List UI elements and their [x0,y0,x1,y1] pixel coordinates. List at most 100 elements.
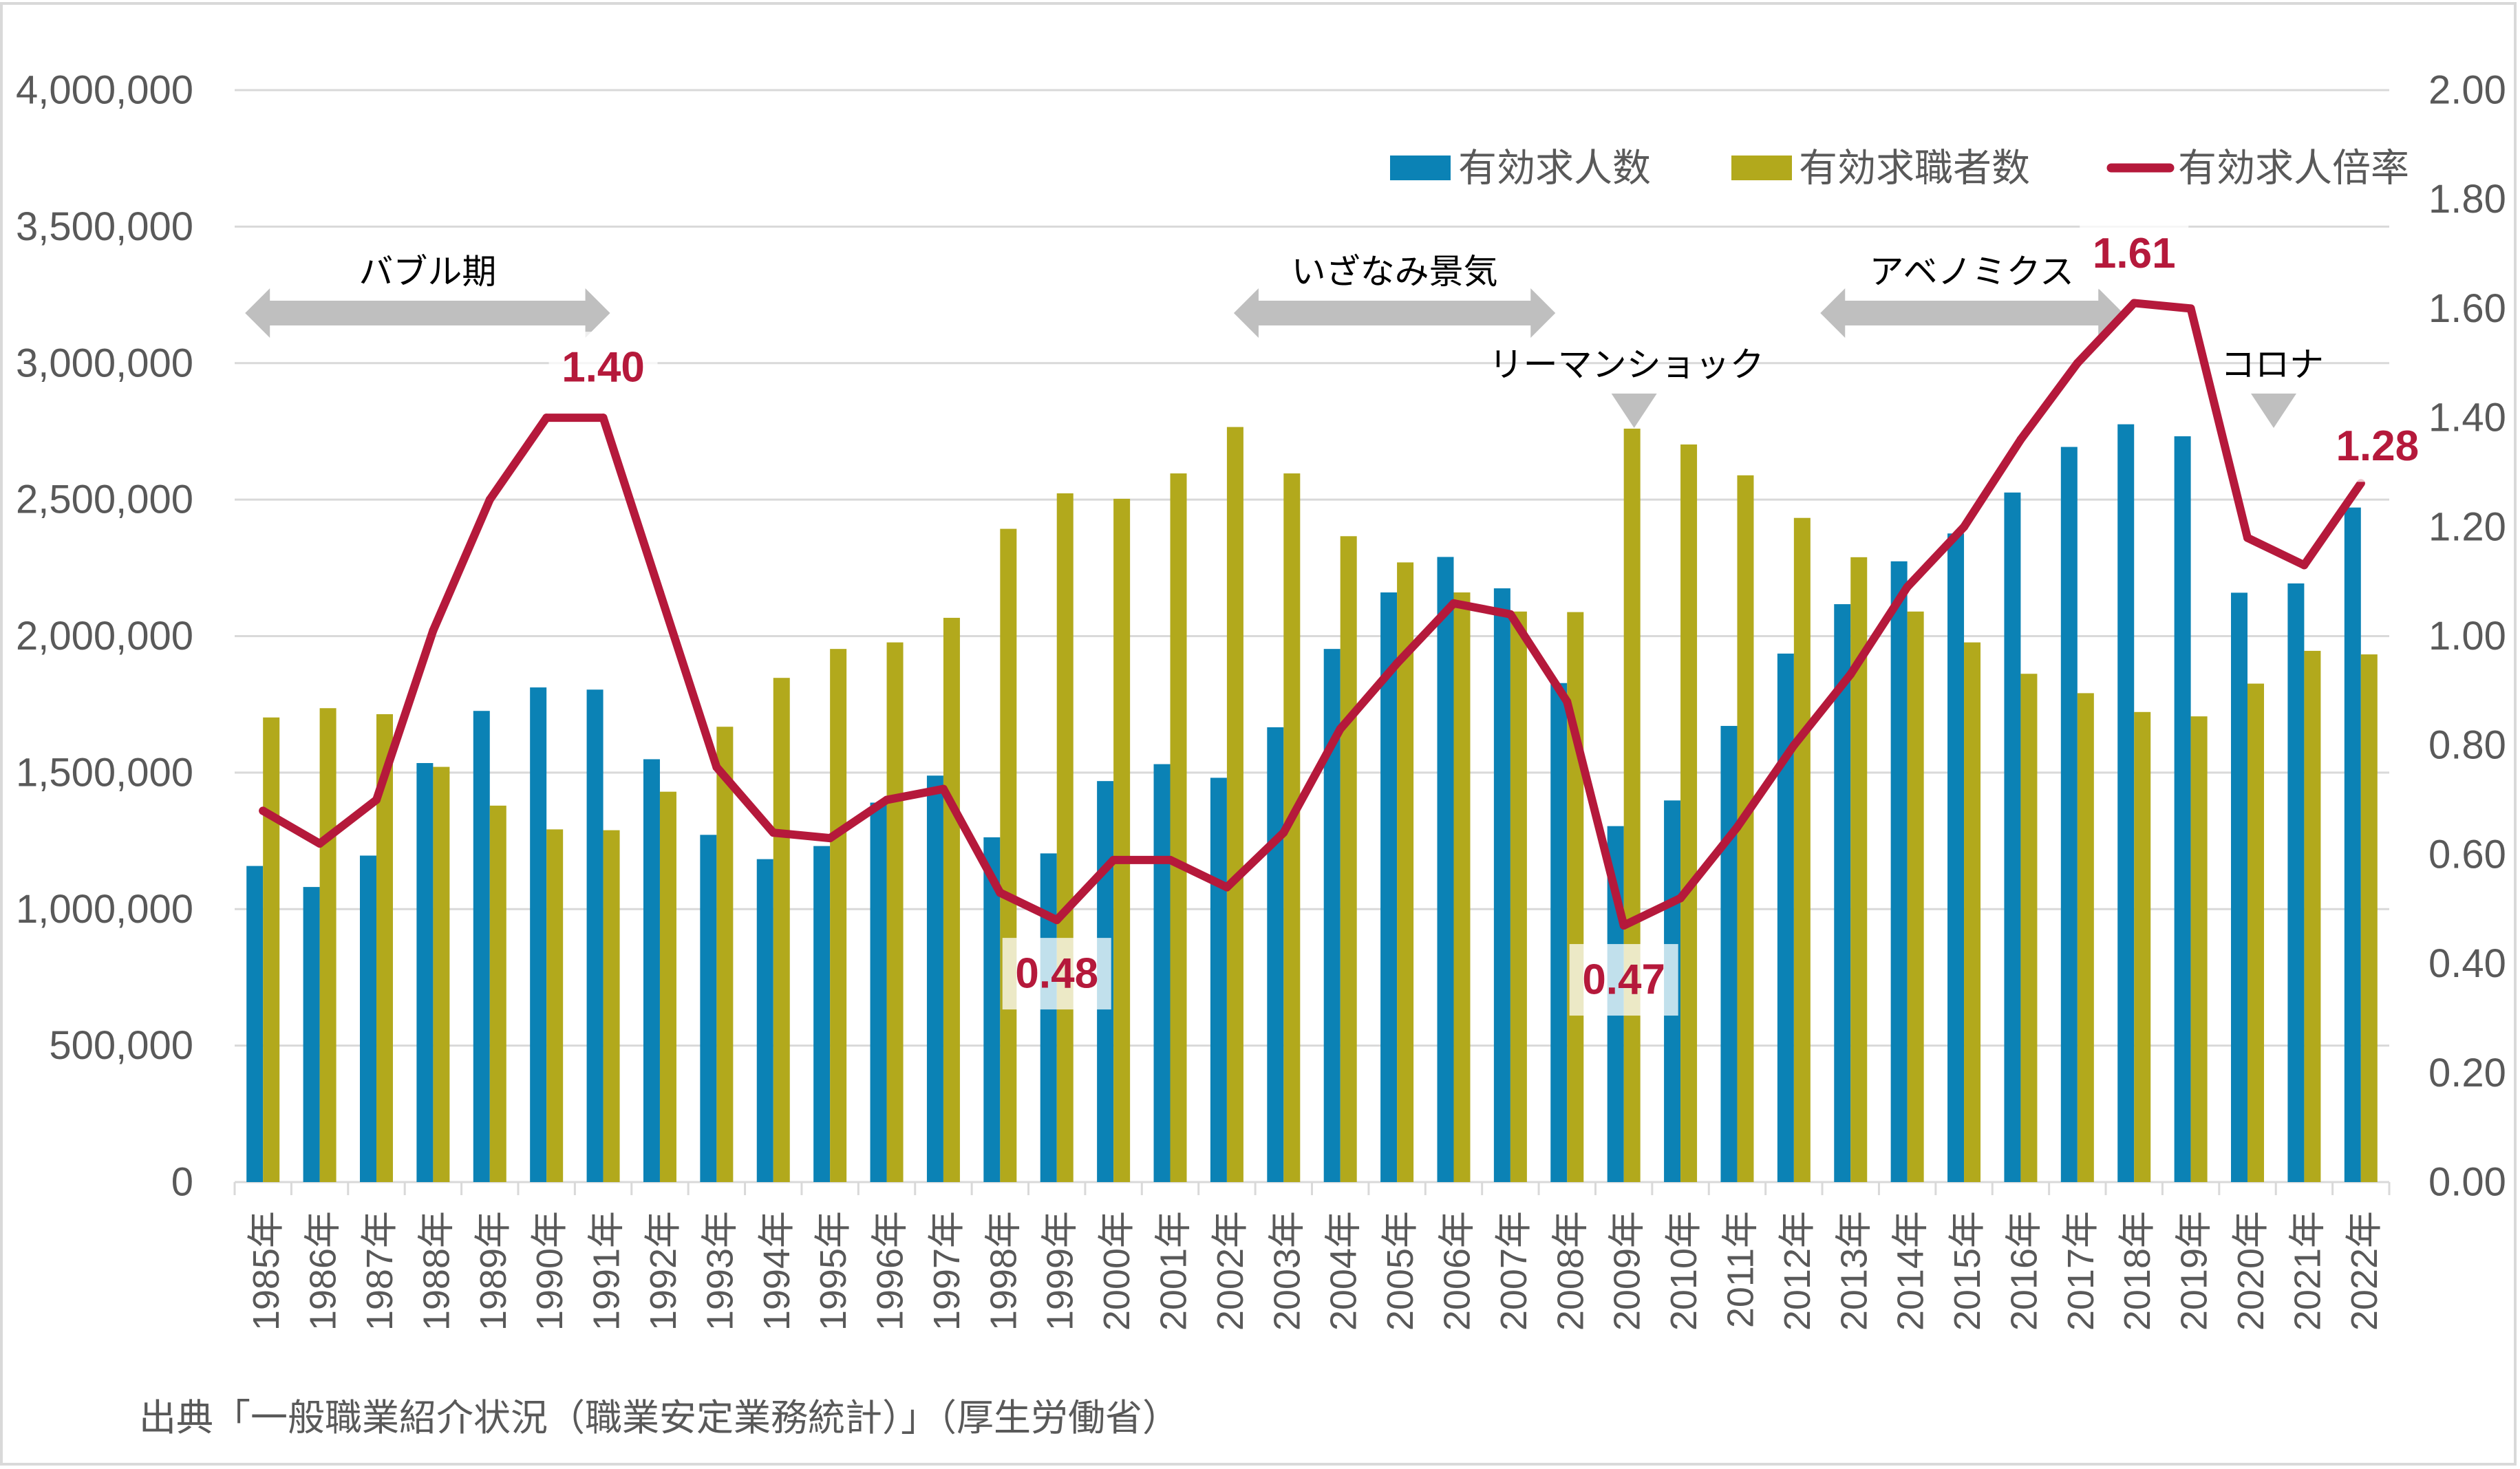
x-axis-ticks [233,1182,2391,1195]
down-triangle-icon [2251,394,2297,428]
data-labels: 1.40 0.48 0.47 1.61 1.28 [548,217,2432,1016]
y-left-tick-label: 1,000,000 [16,887,193,932]
legend-label-ratio: 有効求人倍率 [2178,147,2409,190]
bar-job-openings-2002 [1210,778,1227,1182]
bar-job-openings-1988 [416,762,434,1182]
x-tick-label-2000: 2000年 [1096,1211,1138,1331]
x-tick-label-2006: 2006年 [1436,1211,1477,1331]
data-label-background [548,332,658,404]
bar-job-openings-2022 [2344,507,2361,1182]
bar-job-seekers-2021 [2304,650,2321,1182]
bar-job-openings-2015 [1947,533,1965,1182]
bar-job-seekers-1999 [1056,493,1074,1182]
bar-job-seekers-1991 [603,830,620,1182]
x-tick-label-1989: 1989年 [473,1211,514,1331]
x-tick-label-1998: 1998年 [983,1211,1024,1331]
ratio-point-1989 [485,495,494,504]
bar-job-openings-1985 [246,866,264,1182]
bar-job-openings-1995 [813,846,831,1182]
ratio-point-1999 [1052,916,1061,925]
x-tick-label-2003: 2003年 [1266,1211,1307,1331]
bar-job-seekers-1985 [263,717,280,1182]
x-tick-label-2020: 2020年 [2230,1211,2272,1331]
ratio-point-2005 [1393,659,1402,668]
ratio-point-2015 [1960,522,1969,531]
y-left-tick-label: 1,500,000 [16,750,193,795]
x-axis-labels: 1985年 1986年 1987年 1988年 1989年 1990年 1991年 1992年… [246,1211,2385,1331]
ratio-point-2004 [1336,725,1345,733]
bar-job-openings-1994 [756,859,773,1182]
bar-job-seekers-2014 [1907,611,1924,1182]
ratio-point-2017 [2073,358,2082,367]
x-tick-label-1988: 1988年 [416,1211,457,1331]
x-tick-label-1994: 1994年 [756,1211,798,1331]
bar-job-openings-2013 [1834,604,1851,1182]
y-right-tick-label: 1.60 [2428,286,2506,331]
x-tick-label-2008: 2008年 [1550,1211,1591,1331]
x-tick-label-2018: 2018年 [2117,1211,2158,1331]
bar-job-seekers-1986 [319,708,337,1182]
ratio-point-1991 [599,414,608,422]
bar-job-openings-2019 [2174,436,2191,1182]
bar-job-seekers-1994 [773,678,790,1182]
bar-job-openings-2005 [1380,592,1398,1182]
bars-job-seekers [263,427,2378,1183]
ratio-series [259,299,2365,930]
ratio-point-2013 [1846,670,1855,679]
data-label-background [2080,217,2189,290]
bar-job-seekers-2004 [1340,536,1357,1182]
x-tick-label-1999: 1999年 [1040,1211,1081,1331]
bar-job-seekers-2006 [1453,592,1471,1182]
ratio-point-2003 [1279,828,1288,837]
ratio-point-1985 [259,806,268,815]
x-tick-label-2013: 2013年 [1833,1211,1875,1331]
y-right-tick-label: 1.20 [2428,504,2506,549]
bar-job-openings-1992 [643,759,660,1182]
bar-job-seekers-2016 [2020,674,2038,1182]
data-label-2022: 1.28 [2336,422,2419,470]
y-left-tick-label: 0 [171,1160,193,1205]
ratio-point-2014 [1903,583,1912,592]
data-label-2009: 0.47 [1582,956,1665,1004]
bar-job-openings-1989 [473,711,490,1182]
x-tick-label-2001: 2001年 [1153,1211,1195,1331]
bar-job-openings-2011 [1720,726,1738,1182]
ratio-point-1995 [826,834,835,843]
x-tick-label-2014: 2014年 [1890,1211,1932,1331]
x-tick-label-2015: 2015年 [1947,1211,1988,1331]
ratio-point-1994 [769,828,778,837]
y-left-tick-label: 2,500,000 [16,478,193,522]
x-tick-label-2021: 2021年 [2287,1211,2328,1331]
event-label: コロナ [2221,345,2324,384]
data-label-background [2323,410,2432,482]
bar-job-seekers-2009 [1623,428,1641,1182]
ratio-point-2002 [1222,883,1231,892]
x-tick-label-1996: 1996年 [870,1211,911,1331]
ratio-point-2021 [2300,561,2309,570]
legend-item-job-seekers: 有効求職者数 [1731,147,2030,190]
double-arrow-icon [245,288,610,338]
x-tick-label-2009: 2009年 [1607,1211,1648,1331]
annotation-shapes [245,288,2297,428]
ratio-point-2001 [1166,855,1175,864]
double-arrow-icon [1820,288,2124,338]
y-left-tick-label: 500,000 [49,1023,193,1068]
x-tick-label-2004: 2004年 [1323,1211,1365,1331]
x-tick-label-1992: 1992年 [643,1211,684,1331]
data-label-2018: 1.61 [2093,230,2176,277]
x-tick-label-2011: 2011年 [1720,1211,1761,1328]
x-tick-label-1985: 1985年 [246,1211,287,1331]
bar-job-seekers-2022 [2360,654,2378,1182]
y-right-tick-label: 0.40 [2428,941,2506,986]
ratio-point-2006 [1449,599,1458,608]
bar-job-openings-1997 [926,775,943,1182]
legend-item-ratio: 有効求人倍率 [2106,147,2409,190]
data-label-background [1002,938,1111,1010]
ratio-point-1990 [542,414,551,422]
annotation-label: いざなみ景気 [1292,253,1498,291]
annotation-label: バブル期 [359,253,496,291]
bar-job-openings-2017 [2060,447,2078,1182]
bar-job-seekers-1997 [943,617,960,1182]
